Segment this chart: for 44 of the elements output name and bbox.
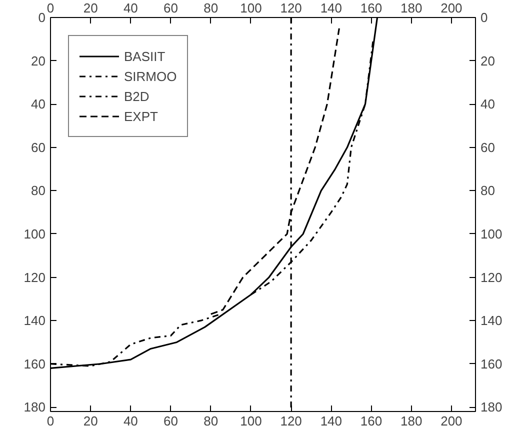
x-tick-label: 40 bbox=[123, 0, 138, 16]
x2-tick-label: 80 bbox=[204, 414, 218, 428]
y-tick-label: 80 bbox=[31, 183, 46, 198]
y-tick-label: 180 bbox=[24, 400, 46, 415]
x-tick-label: 120 bbox=[280, 0, 302, 16]
x2-tick-label: 20 bbox=[83, 414, 98, 428]
x-tick-label: 140 bbox=[320, 0, 342, 16]
y-tick-label: 40 bbox=[31, 96, 46, 112]
y-tick-label: 160 bbox=[24, 356, 46, 372]
x2-tick-label: 100 bbox=[240, 414, 262, 428]
x2-tick-label: 180 bbox=[400, 414, 422, 428]
y2-tick-label: 180 bbox=[480, 400, 502, 415]
y-tick-label: 140 bbox=[24, 313, 46, 328]
x-tick-label: 20 bbox=[83, 0, 98, 16]
x-tick-label: 200 bbox=[440, 0, 462, 16]
legend-label: B2D bbox=[124, 88, 150, 104]
x2-tick-label: 60 bbox=[164, 414, 178, 428]
x2-tick-label: 120 bbox=[280, 414, 302, 428]
y2-tick-label: 40 bbox=[480, 96, 495, 112]
x-tick-label: 80 bbox=[204, 0, 218, 16]
x2-tick-label: 160 bbox=[360, 414, 382, 428]
x2-tick-label: 200 bbox=[440, 414, 462, 428]
legend-label: BASIIT bbox=[124, 48, 166, 64]
y-tick-label: 20 bbox=[31, 53, 46, 68]
x-tick-label: 180 bbox=[400, 0, 422, 16]
y2-tick-label: 100 bbox=[480, 226, 502, 242]
x2-tick-label: 40 bbox=[123, 414, 138, 428]
y2-tick-label: 160 bbox=[480, 356, 502, 372]
y-tick-label: 100 bbox=[24, 226, 46, 242]
x-tick-label: 60 bbox=[164, 0, 178, 16]
y-tick-label: 120 bbox=[24, 270, 46, 285]
y2-tick-label: 120 bbox=[480, 270, 502, 285]
y2-tick-label: 60 bbox=[480, 140, 495, 155]
legend-label: EXPT bbox=[124, 108, 158, 124]
y2-tick-label: 140 bbox=[480, 313, 502, 328]
x2-tick-label: 140 bbox=[320, 414, 342, 428]
y2-tick-label: 0 bbox=[480, 10, 488, 25]
x-tick-label: 100 bbox=[240, 0, 262, 16]
legend-label: SIRMOO bbox=[124, 68, 177, 84]
y2-tick-label: 20 bbox=[480, 53, 495, 68]
x-tick-label: 160 bbox=[360, 0, 382, 16]
y-tick-label: 0 bbox=[38, 10, 46, 25]
y-tick-label: 60 bbox=[31, 140, 46, 155]
y2-tick-label: 80 bbox=[480, 183, 495, 198]
